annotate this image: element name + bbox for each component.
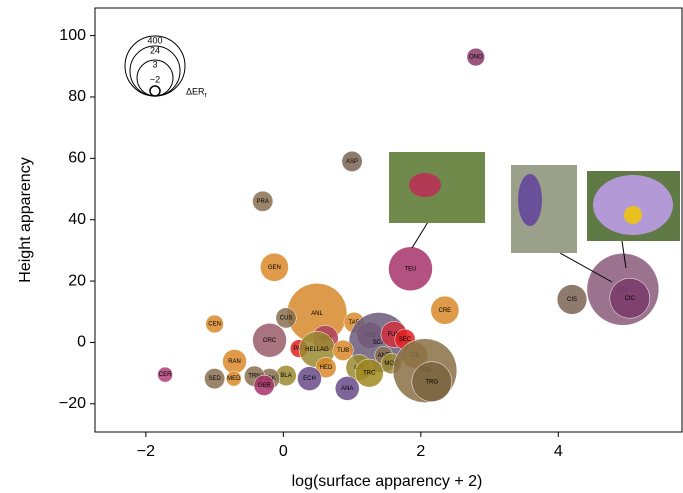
y-tick-label: 40 [68, 211, 86, 228]
x-tick-label: −2 [137, 443, 155, 460]
y-axis-label: Height apparency [17, 157, 34, 282]
bubble-label: TEU [404, 266, 416, 272]
x-tick-label: 0 [279, 443, 288, 460]
chart: CERONOASPPRAGENTEUCENANLCUSTARCRECISLAVC… [0, 0, 683, 493]
x-axis-label: log(surface apparency + 2) [292, 473, 483, 490]
bubble-label: CIS [567, 297, 577, 303]
y-tick-label: 60 [68, 150, 86, 167]
bubble-label: RAN [228, 359, 241, 365]
bubble-label: ANA [341, 386, 353, 392]
legend-label: 3 [152, 59, 157, 69]
bubble-label: HED [320, 365, 333, 371]
bubble-label: TUB [337, 348, 349, 354]
bubble-label: PRA [257, 199, 269, 205]
legend-label: −2 [150, 74, 160, 84]
bubble-label: BLA [280, 373, 291, 379]
bubble-label: CUS [280, 315, 293, 321]
photo-detail [409, 173, 441, 197]
legend-title: ΔERr [186, 86, 208, 98]
bubble-label: CER [159, 372, 172, 378]
legend-title-sub: r [205, 92, 208, 99]
bubble-label: ANL [311, 311, 323, 317]
y-tick-label: 80 [68, 88, 86, 105]
x-tick-label: 2 [416, 443, 425, 460]
bubble-label: TRC [363, 371, 376, 377]
bubble-label: SEC [399, 337, 412, 343]
bubble-label: ECH [303, 376, 316, 382]
bubble-label: HELLAG [305, 347, 329, 353]
x-tick-label: 4 [554, 443, 563, 460]
bubble-label: CIC [625, 296, 636, 302]
bubble-label: GEN [268, 265, 281, 271]
bubble-label: SED [208, 376, 221, 382]
connector [412, 222, 428, 248]
y-tick-label: 0 [77, 334, 86, 351]
legend-label: 24 [150, 45, 160, 55]
photo-detail [518, 174, 542, 226]
legend-label: 400 [147, 35, 162, 45]
bubble-label: ASP [346, 159, 358, 165]
photo-detail [593, 175, 673, 235]
bubble-label: TRG [425, 379, 438, 385]
page: {"chart_data":{"type":"bubble", "x_label… [0, 0, 683, 493]
y-tick-label: 20 [68, 272, 86, 289]
bubble-label: ONO [469, 55, 483, 61]
bubble-label: CEN [208, 322, 221, 328]
bubble-label: MED [227, 376, 241, 382]
y-tick-label: −20 [59, 395, 86, 412]
legend-circle [150, 86, 160, 96]
bubble-label: CRE [439, 308, 452, 314]
bubble-label: ORC [263, 338, 277, 344]
bubble-label: GER [258, 383, 272, 389]
y-tick-label: 100 [59, 27, 86, 44]
photo-detail [624, 206, 642, 224]
